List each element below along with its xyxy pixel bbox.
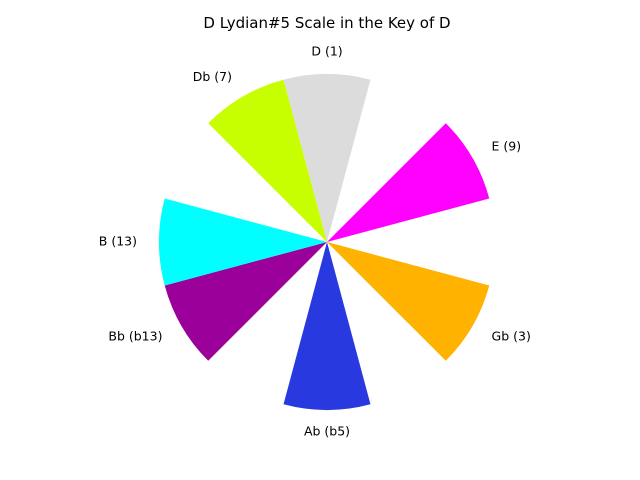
slice-label-6: Db (7) <box>193 69 232 84</box>
label-group: D (1) E (9) Gb (3) Ab (b5) Bb (b13) B (13) Db … <box>99 44 531 439</box>
slice-1 <box>327 123 490 242</box>
slice-label-5: B (13) <box>99 234 137 249</box>
slice-group <box>158 73 490 411</box>
chart-title: D Lydian#5 Scale in the Key of D <box>203 14 450 32</box>
slice-4 <box>164 242 327 361</box>
slice-label-3: Ab (b5) <box>304 424 350 439</box>
slice-2 <box>327 242 490 361</box>
slice-label-0: D (1) <box>311 44 342 59</box>
slice-label-1: E (9) <box>492 139 522 154</box>
slice-5 <box>158 198 327 286</box>
slice-3 <box>283 242 371 411</box>
slice-0 <box>283 73 371 242</box>
slice-6 <box>208 79 327 242</box>
slice-label-4: Bb (b13) <box>108 329 162 344</box>
slice-label-2: Gb (3) <box>492 329 531 344</box>
